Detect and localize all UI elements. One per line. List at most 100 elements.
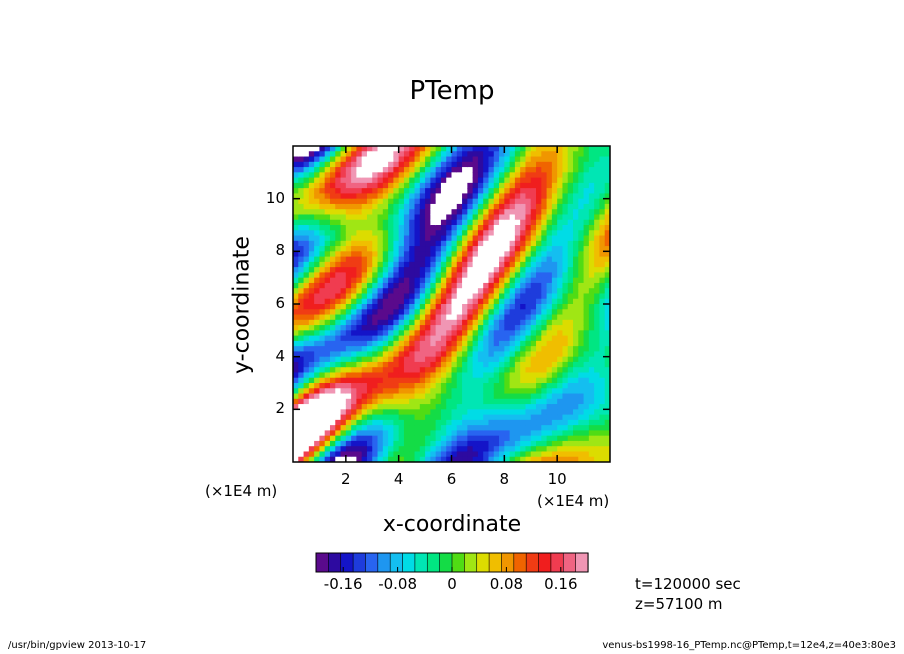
heatmap-cell (372, 167, 379, 173)
heatmap-cell (525, 414, 532, 421)
heatmap-cell (366, 282, 373, 289)
heatmap-cell (366, 209, 373, 216)
heatmap-cell (298, 288, 305, 295)
heatmap-cell (340, 293, 347, 300)
heatmap-cell (546, 288, 553, 295)
heatmap-cell (456, 346, 463, 352)
heatmap-cell (351, 409, 357, 416)
heatmap-cell (504, 277, 511, 284)
heatmap-cell (314, 456, 321, 462)
heatmap-cell (525, 235, 532, 242)
heatmap-cell (446, 151, 453, 158)
heatmap-cell (456, 298, 463, 305)
heatmap-cell (499, 440, 505, 447)
heatmap-cell (361, 304, 368, 310)
heatmap-cell (298, 414, 305, 421)
heatmap-cell (324, 267, 331, 273)
heatmap-cell (403, 309, 410, 316)
heatmap-cell (530, 440, 537, 447)
heatmap-cell (583, 388, 590, 395)
heatmap-cell (335, 440, 342, 447)
heatmap-cell (546, 446, 553, 453)
heatmap-cell (456, 198, 463, 205)
heatmap-cell (578, 361, 585, 368)
heatmap-cell (509, 277, 516, 284)
heatmap-cell (329, 282, 336, 289)
heatmap-cell (356, 151, 363, 158)
heatmap-cell (536, 272, 542, 279)
heatmap-cell (588, 203, 595, 210)
heatmap-cell (398, 414, 405, 421)
heatmap-cell (588, 388, 595, 395)
heatmap-cell (525, 430, 532, 437)
heatmap-cell (398, 393, 405, 400)
heatmap-cell (536, 156, 542, 163)
heatmap-cell (419, 256, 426, 263)
heatmap-cell (409, 330, 416, 337)
heatmap-cell (372, 203, 379, 210)
heatmap-cell (419, 325, 426, 331)
heatmap-cell (414, 240, 421, 247)
heatmap-cell (567, 393, 574, 400)
heatmap-cell (351, 388, 357, 395)
heatmap-cell (403, 246, 410, 252)
heatmap-cell (446, 456, 453, 462)
heatmap-cell (456, 251, 463, 258)
heatmap-cell (562, 161, 569, 168)
heatmap-cell (599, 435, 606, 442)
heatmap-cell (366, 383, 373, 389)
heatmap-cell (403, 288, 410, 295)
heatmap-cell (525, 251, 532, 258)
heatmap-cell (562, 261, 569, 268)
heatmap-cell (340, 282, 347, 289)
heatmap-cell (504, 267, 511, 273)
heatmap-cell (588, 446, 595, 453)
heatmap-cell (345, 393, 352, 400)
heatmap-cell (303, 193, 310, 200)
heatmap-cell (393, 288, 400, 295)
heatmap-cell (551, 225, 558, 231)
heatmap-cell (488, 330, 495, 337)
heatmap-cell (319, 319, 326, 326)
heatmap-cell (520, 356, 527, 363)
heatmap-cell (525, 203, 532, 210)
heatmap-cell (388, 172, 394, 179)
heatmap-cell (499, 430, 505, 437)
heatmap-cell (557, 409, 564, 416)
heatmap-cell (483, 146, 490, 152)
heatmap-cell (594, 319, 601, 326)
heatmap-cell (493, 419, 500, 426)
heatmap-cell (314, 193, 321, 200)
heatmap-cell (477, 167, 484, 173)
heatmap-cell (557, 440, 564, 447)
heatmap-cell (493, 272, 500, 279)
colorbar-ticks (342, 567, 562, 572)
heatmap-cell (573, 314, 579, 321)
heatmap-cell (472, 309, 479, 316)
heatmap-cell (319, 393, 326, 400)
heatmap-cell (504, 398, 511, 405)
heatmap-cell (583, 419, 590, 426)
heatmap-cell (403, 388, 410, 395)
heatmap-cell (324, 388, 331, 395)
heatmap-cell (435, 172, 442, 179)
heatmap-cell (319, 372, 326, 379)
heatmap-cell (493, 203, 500, 210)
heatmap-cell (499, 256, 505, 263)
heatmap-cell (509, 351, 516, 358)
heatmap-cell (483, 377, 490, 384)
heatmap-cell (541, 446, 548, 453)
heatmap-cell (377, 430, 384, 437)
heatmap-cell (599, 419, 606, 426)
heatmap-cell (525, 193, 532, 200)
heatmap-cell (329, 146, 336, 152)
heatmap-cell (298, 225, 305, 231)
heatmap-cell (345, 346, 352, 352)
heatmap-cell (567, 225, 574, 231)
heatmap-cell (425, 351, 431, 358)
heatmap-cell (578, 409, 585, 416)
heatmap-cell (530, 293, 537, 300)
heatmap-cell (293, 456, 299, 462)
heatmap-cell (573, 409, 579, 416)
heatmap-cell (361, 288, 368, 295)
